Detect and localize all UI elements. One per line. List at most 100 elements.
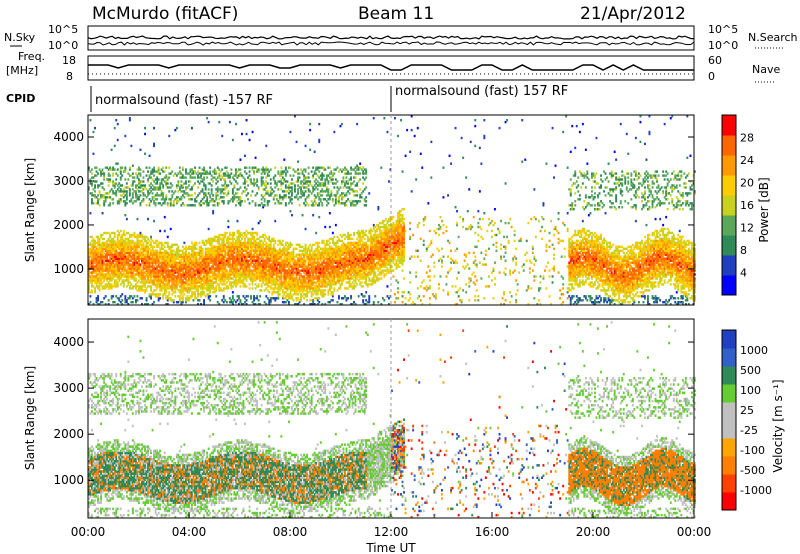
- heatmap-cell: [312, 263, 315, 266]
- heatmap-cell: [159, 265, 162, 268]
- heatmap-cell: [219, 287, 222, 290]
- heatmap-cell: [259, 277, 262, 280]
- heatmap-cell: [169, 285, 172, 288]
- heatmap-cell: [124, 249, 127, 252]
- heatmap-cell: [116, 267, 119, 270]
- heatmap-cell: [160, 257, 163, 260]
- heatmap-cell: [222, 178, 225, 181]
- heatmap-cell: [274, 269, 277, 272]
- heatmap-cell: [130, 301, 133, 304]
- heatmap-cell: [131, 297, 134, 300]
- heatmap-cell: [124, 170, 127, 173]
- heatmap-cell: [177, 245, 180, 248]
- heatmap-cell: [292, 269, 295, 272]
- heatmap-cell: [251, 265, 254, 268]
- heatmap-cell: [281, 297, 284, 300]
- heatmap-cell: [98, 184, 101, 187]
- heatmap-cell: [297, 285, 299, 288]
- heatmap-cell: [89, 291, 92, 294]
- heatmap-cell: [319, 200, 322, 203]
- heatmap-cell: [110, 255, 113, 258]
- heatmap-cell: [112, 257, 115, 260]
- heatmap-cell: [172, 249, 175, 252]
- heatmap-cell: [288, 188, 290, 191]
- heatmap-cell: [275, 267, 278, 270]
- heatmap-cell: [116, 188, 119, 191]
- heatmap-cell: [250, 279, 252, 282]
- heatmap-cell: [213, 271, 216, 274]
- heatmap-cell: [139, 277, 142, 280]
- heatmap-cell: [119, 168, 122, 171]
- heatmap-cell: [298, 245, 301, 248]
- heatmap-cell: [231, 277, 234, 280]
- heatmap-cell: [215, 245, 218, 248]
- heatmap-cell: [266, 192, 269, 195]
- heatmap-cell: [172, 192, 175, 195]
- heatmap-cell: [97, 295, 99, 298]
- heatmap-cell: [278, 253, 281, 256]
- heatmap-cell: [307, 261, 310, 264]
- heatmap-cell: [275, 255, 278, 258]
- heatmap-cell: [207, 293, 210, 296]
- heatmap-cell: [186, 253, 189, 256]
- heatmap-cell: [157, 178, 160, 181]
- heatmap-cell: [278, 196, 281, 199]
- heatmap-cell: [178, 176, 181, 179]
- heatmap-cell: [189, 261, 192, 264]
- heatmap-cell: [303, 289, 305, 292]
- heatmap-cell: [207, 277, 210, 280]
- heatmap-cell: [139, 194, 142, 197]
- heatmap-cell: [119, 253, 122, 256]
- heatmap-cell: [262, 259, 265, 262]
- heatmap-cell: [266, 259, 269, 262]
- heatmap-cell: [198, 273, 201, 276]
- heatmap-cell: [286, 277, 289, 280]
- heatmap-cell: [280, 174, 283, 177]
- heatmap-cell: [260, 267, 263, 270]
- heatmap-cell: [227, 253, 230, 256]
- heatmap-cell: [97, 261, 99, 264]
- heatmap-cell: [194, 275, 196, 278]
- heatmap-cell: [148, 154, 151, 157]
- heatmap-cell: [163, 285, 166, 288]
- heatmap-cell: [103, 174, 106, 177]
- heatmap-cell: [121, 281, 124, 284]
- heatmap-cell: [247, 259, 249, 262]
- heatmap-cell: [160, 259, 163, 262]
- heatmap-cell: [213, 235, 216, 239]
- heatmap-cell: [100, 301, 102, 304]
- heatmap-cell: [213, 277, 216, 280]
- heatmap-cell: [298, 287, 301, 290]
- heatmap-cell: [222, 281, 225, 284]
- heatmap-cell: [115, 265, 118, 268]
- heatmap-cell: [188, 275, 190, 278]
- heatmap-cell: [101, 257, 104, 260]
- heatmap-cell: [98, 261, 101, 264]
- heatmap-cell: [194, 265, 196, 268]
- heatmap-cell: [233, 198, 236, 201]
- heatmap-cell: [122, 190, 125, 193]
- heatmap-cell: [251, 247, 254, 250]
- heatmap-cell: [325, 283, 328, 286]
- heatmap-cell: [98, 251, 101, 254]
- heatmap-cell: [98, 273, 101, 276]
- heatmap-cell: [112, 168, 115, 171]
- heatmap-cell: [157, 279, 160, 282]
- heatmap-cell: [292, 287, 295, 290]
- heatmap-cell: [301, 281, 304, 284]
- heatmap-cell: [110, 271, 113, 274]
- heatmap-cell: [275, 297, 278, 300]
- heatmap-cell: [307, 271, 310, 274]
- heatmap-cell: [166, 255, 169, 258]
- heatmap-cell: [98, 277, 101, 280]
- heatmap-cell: [219, 277, 222, 280]
- heatmap-cell: [310, 299, 313, 302]
- heatmap-cell: [133, 267, 136, 270]
- heatmap-cell: [248, 170, 251, 173]
- heatmap-cell: [210, 279, 213, 282]
- heatmap-cell: [263, 247, 266, 250]
- heatmap-cell: [163, 253, 166, 256]
- heatmap-cell: [222, 172, 225, 175]
- heatmap-cell: [233, 196, 236, 199]
- heatmap-cell: [197, 186, 199, 189]
